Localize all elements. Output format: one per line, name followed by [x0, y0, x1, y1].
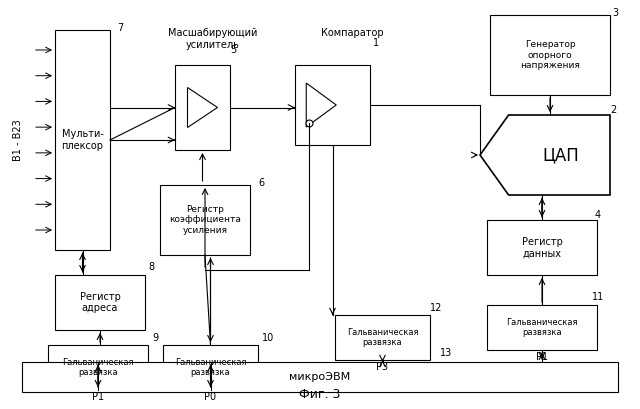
Text: Масшабирующий
усилитель: Масшабирующий усилитель — [168, 28, 257, 49]
Text: Р3: Р3 — [376, 362, 388, 372]
Bar — [55, 30, 110, 250]
Text: микроЭВМ: микроЭВМ — [289, 372, 351, 382]
Text: Генератор
опорного
напряжения: Генератор опорного напряжения — [520, 40, 580, 70]
Text: 5: 5 — [230, 45, 236, 55]
Polygon shape — [307, 83, 336, 127]
Text: Р1: Р1 — [92, 392, 104, 402]
Text: Компаратор: Компаратор — [321, 28, 384, 38]
Text: Гальваническая
развязка: Гальваническая развязка — [347, 328, 419, 347]
Text: 13: 13 — [440, 348, 452, 358]
Bar — [175, 65, 230, 150]
Text: Р1: Р1 — [536, 352, 548, 362]
Bar — [295, 65, 370, 145]
Text: 6: 6 — [258, 178, 264, 188]
Text: Гальваническая
развязка: Гальваническая развязка — [62, 358, 134, 377]
Bar — [335, 315, 430, 360]
Polygon shape — [188, 88, 218, 128]
Bar — [55, 275, 145, 330]
Text: 4: 4 — [595, 210, 601, 220]
Text: Регистр
адреса: Регистр адреса — [79, 292, 120, 313]
Text: Р0: Р0 — [204, 392, 216, 402]
Bar — [22, 362, 618, 392]
Text: Мульти-
плексор: Мульти- плексор — [61, 129, 104, 151]
Bar — [487, 220, 597, 275]
Text: Регистр
коэффициента
усиления: Регистр коэффициента усиления — [169, 205, 241, 235]
Text: 1: 1 — [373, 38, 379, 48]
Text: 3: 3 — [612, 8, 618, 18]
Bar — [160, 185, 250, 255]
Text: 10: 10 — [262, 333, 275, 343]
Text: Фиг. 3: Фиг. 3 — [300, 388, 340, 401]
Bar — [490, 15, 610, 95]
Text: Гальваническая
развязка: Гальваническая развязка — [175, 358, 246, 377]
Bar — [48, 345, 148, 390]
Text: 7: 7 — [117, 23, 124, 33]
Text: 12: 12 — [430, 303, 442, 313]
Polygon shape — [480, 115, 610, 195]
Text: 2: 2 — [610, 105, 616, 115]
Bar — [487, 305, 597, 350]
Text: ЦАП: ЦАП — [542, 146, 579, 164]
Text: Регистр
данных: Регистр данных — [522, 237, 563, 258]
Text: 11: 11 — [592, 292, 604, 302]
Text: В1 - В23: В1 - В23 — [13, 119, 23, 161]
Text: Гальваническая
развязка: Гальваническая развязка — [506, 318, 578, 337]
Text: 8: 8 — [148, 262, 154, 272]
Text: 9: 9 — [152, 333, 158, 343]
Bar — [163, 345, 258, 390]
